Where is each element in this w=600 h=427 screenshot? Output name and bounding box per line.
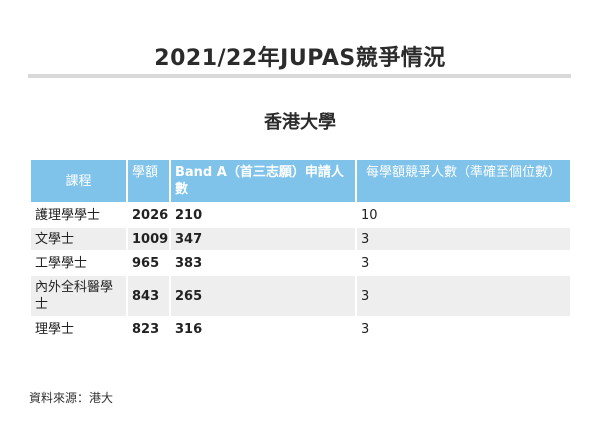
header-programme: 課程 <box>31 160 126 202</box>
places-cell: 965 <box>132 255 160 271</box>
applicants-cell: 265 <box>171 276 355 316</box>
page-title: 2021/22年JUPAS競爭情況 <box>154 46 446 71</box>
programme-cell: 工學學士 <box>35 255 88 271</box>
table-row: 理學士 823 316 3 <box>31 318 570 340</box>
competition-table: 課程 學額 Band A（首三志願）申請人數 每學額競爭人數（準確至個位數） 護… <box>29 158 572 342</box>
places-cell: 823 <box>132 321 160 337</box>
header-applicants-per-place: 每學額競爭人數（準確至個位數） <box>357 160 570 202</box>
places-cell: 843 <box>128 276 169 316</box>
ratio-cell: 10 <box>361 207 378 223</box>
applicants-cell: 316 <box>175 321 203 337</box>
ratio-cell: 3 <box>361 255 370 271</box>
header-band-a-applicants: Band A（首三志願）申請人數 <box>171 160 355 202</box>
applicants-cell: 210 <box>175 207 203 223</box>
table-row: 護理學學士 2026 210 10 <box>31 204 570 226</box>
programme-cell: 護理學學士 <box>35 207 101 223</box>
programme-cell: 內外全科醫學士 <box>31 276 126 316</box>
table-row: 文學士 1009 347 3 <box>31 228 570 250</box>
header-places: 學額 <box>128 160 169 202</box>
table-row: 工學學士 965 383 3 <box>31 252 570 274</box>
applicants-cell: 347 <box>171 228 355 250</box>
places-cell: 2026 <box>132 207 169 223</box>
table-header-row: 課程 學額 Band A（首三志願）申請人數 每學額競爭人數（準確至個位數） <box>31 160 570 202</box>
university-subtitle: 香港大學 <box>264 112 336 133</box>
programme-cell: 文學士 <box>31 228 126 250</box>
applicants-cell: 383 <box>175 255 203 271</box>
table-row: 內外全科醫學士 843 265 3 <box>31 276 570 316</box>
source-note: 資料來源：港大 <box>29 391 114 405</box>
places-cell: 1009 <box>128 228 169 250</box>
ratio-cell: 3 <box>357 276 570 316</box>
ratio-cell: 3 <box>361 321 370 337</box>
programme-cell: 理學士 <box>35 321 75 337</box>
title-divider <box>28 74 571 78</box>
ratio-cell: 3 <box>357 228 570 250</box>
